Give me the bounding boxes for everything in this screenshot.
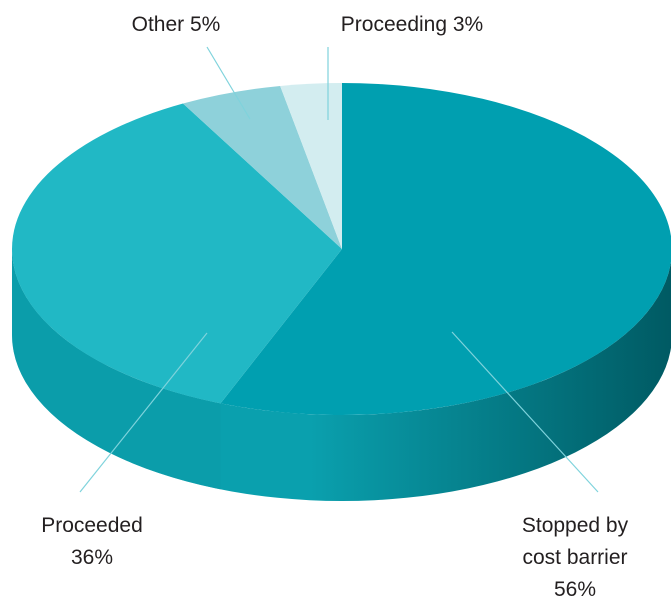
label-line-proceeded-1: Proceeded <box>41 514 143 537</box>
slice-labels: Stopped by cost barrier 56% Proceeded 36% Oth… <box>41 13 628 601</box>
pie-top-slices <box>11 83 671 415</box>
leader-line-proceeded <box>79 332 208 493</box>
leader-line-other <box>206 46 251 120</box>
label-line-stopped-by-cost-barrier-2: cost barrier <box>522 546 627 569</box>
slice-proceeded <box>11 103 342 404</box>
label-other: Other 5% <box>132 13 221 36</box>
label-proceeding: Proceeding 3% <box>341 13 483 36</box>
label-stopped-by-cost-barrier: Stopped by cost barrier 56% <box>522 514 629 601</box>
leader-line-stopped-by-cost-barrier <box>451 331 599 493</box>
slice-proceeding <box>280 83 342 249</box>
pie-side-walls <box>12 249 671 501</box>
slice-stopped-by-cost-barrier <box>220 83 671 415</box>
label-proceeded: Proceeded 36% <box>41 514 143 569</box>
label-line-proceeded-2: 36% <box>71 546 113 569</box>
slice-other <box>183 85 342 250</box>
pie-side-wall-proceeded <box>12 249 221 490</box>
label-line-stopped-by-cost-barrier-3: 56% <box>554 578 596 601</box>
label-line-other-1: Other 5% <box>132 13 221 36</box>
label-line-stopped-by-cost-barrier-1: Stopped by <box>522 514 629 537</box>
label-leader-lines <box>79 46 599 493</box>
label-line-proceeding-1: Proceeding 3% <box>341 13 483 36</box>
